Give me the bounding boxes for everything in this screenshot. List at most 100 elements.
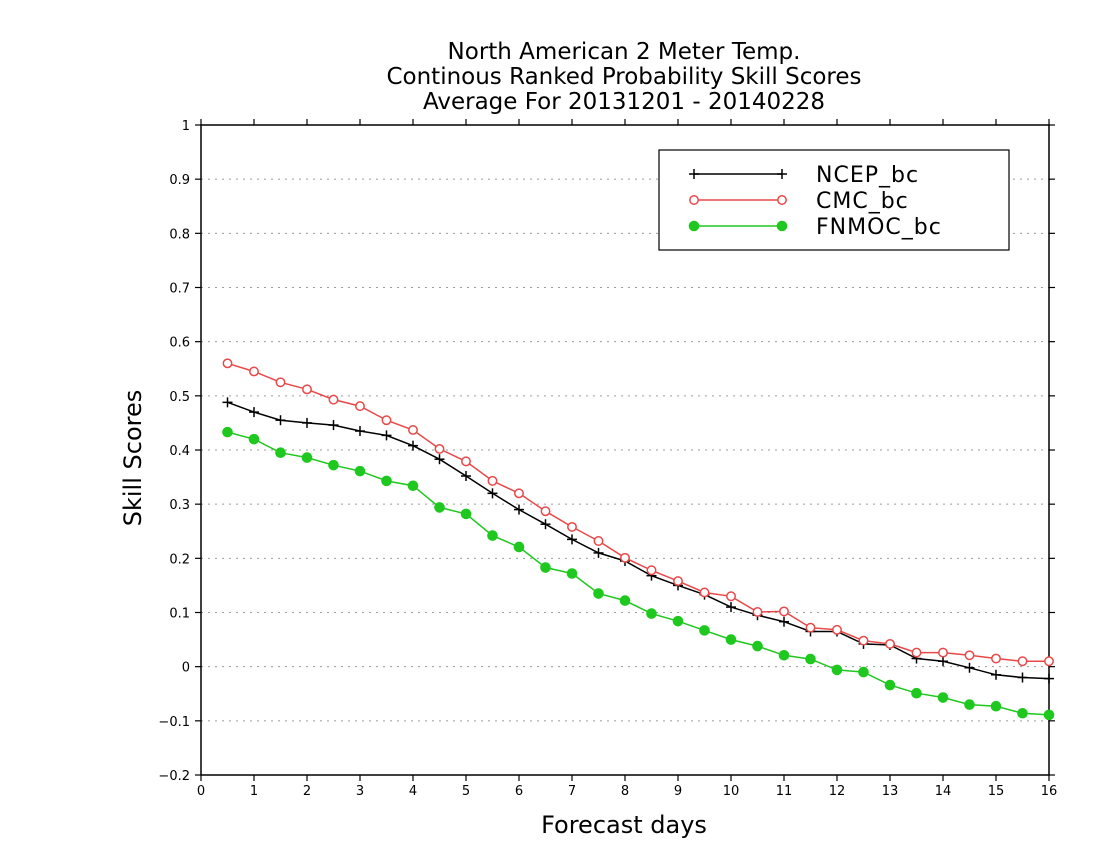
point-cmc-bc <box>726 591 736 602</box>
x-axis-label: Forecast days <box>541 811 707 839</box>
point-fnmoc-bc <box>328 459 339 471</box>
y-tick-label: 0.2 <box>169 552 190 567</box>
x-tick-label: 11 <box>776 784 793 799</box>
point-cmc-bc <box>911 647 922 658</box>
x-tick-label: 15 <box>988 784 1005 799</box>
point-fnmoc-bc <box>646 608 657 619</box>
series-fnmoc-bc <box>222 426 1055 721</box>
x-tick-label: 8 <box>621 784 629 799</box>
point-cmc-bc <box>461 456 471 467</box>
legend-marker-fnmoc-bc <box>688 220 700 232</box>
x-tick-label: 7 <box>568 784 576 799</box>
point-cmc-bc <box>991 653 1001 664</box>
series-line-fnmoc-bc <box>227 431 1050 716</box>
point-cmc-bc <box>222 358 233 369</box>
x-tick-label: 10 <box>723 784 740 799</box>
point-ncep-bc <box>222 397 233 408</box>
point-ncep-bc <box>275 415 286 426</box>
point-cmc-bc <box>620 552 630 563</box>
point-cmc-bc <box>1044 656 1054 667</box>
x-tick-label: 4 <box>409 784 417 799</box>
y-tick-label: −0.1 <box>158 715 190 730</box>
point-cmc-bc <box>832 624 842 635</box>
point-cmc-bc <box>673 576 683 587</box>
point-cmc-bc <box>275 377 286 388</box>
point-cmc-bc <box>487 475 498 486</box>
y-tick-label: 0.3 <box>169 498 190 513</box>
point-fnmoc-bc <box>566 568 578 579</box>
point-ncep-bc <box>408 440 418 451</box>
point-fnmoc-bc <box>699 625 710 636</box>
x-tick-label: 2 <box>303 784 311 799</box>
chart-title-line-3: Average For 20131201 - 20140228 <box>423 89 825 115</box>
point-fnmoc-bc <box>884 679 896 691</box>
point-cmc-bc <box>752 607 763 617</box>
y-tick-label: 0.8 <box>169 227 190 242</box>
y-tick-label: 0.6 <box>169 336 190 351</box>
point-fnmoc-bc <box>937 692 949 703</box>
point-fnmoc-bc <box>301 452 313 463</box>
point-cmc-bc <box>567 521 577 532</box>
point-fnmoc-bc <box>222 426 233 438</box>
point-cmc-bc <box>408 425 418 435</box>
chart-title-line-1: North American 2 Meter Temp. <box>448 39 801 65</box>
point-ncep-bc <box>964 662 975 673</box>
point-fnmoc-bc <box>672 615 684 627</box>
point-ncep-bc <box>567 534 577 545</box>
point-ncep-bc <box>381 430 392 441</box>
y-tick-label: 0.1 <box>169 607 190 622</box>
point-ncep-bc <box>593 547 604 558</box>
y-tick-label: 0.9 <box>169 173 190 188</box>
legend-label-fnmoc-bc: FNMOC_bc <box>816 215 942 240</box>
point-ncep-bc <box>726 602 736 613</box>
series-cmc-bc <box>222 358 1054 667</box>
legend-label-cmc-bc: CMC_bc <box>816 189 909 214</box>
x-tick-label: 1 <box>250 784 258 799</box>
point-cmc-bc <box>858 635 869 646</box>
series-line-ncep-bc <box>227 401 1050 680</box>
point-cmc-bc <box>805 622 816 633</box>
point-fnmoc-bc <box>407 480 419 492</box>
point-fnmoc-bc <box>1043 709 1055 721</box>
chart-title-line-2: Continous Ranked Probability Skill Score… <box>386 64 861 90</box>
y-tick-label: 0.4 <box>169 444 190 459</box>
point-fnmoc-bc <box>513 541 525 553</box>
legend-marker-fnmoc-bc <box>776 220 788 232</box>
point-cmc-bc <box>699 587 710 598</box>
point-fnmoc-bc <box>831 664 843 676</box>
point-ncep-bc <box>461 471 471 481</box>
y-tick-label: 0 <box>182 661 190 676</box>
legend-entry-cmc-bc: CMC_bc <box>689 189 909 214</box>
point-cmc-bc <box>514 488 524 499</box>
x-tick-label: 9 <box>674 784 682 799</box>
x-tick-label: 13 <box>882 784 899 799</box>
point-fnmoc-bc <box>778 649 790 661</box>
y-tick-label: −0.2 <box>158 769 190 784</box>
gridlines <box>201 178 1049 722</box>
y-tick-label: 0.5 <box>169 390 190 405</box>
point-cmc-bc <box>964 650 975 661</box>
legend-marker-ncep-bc <box>689 169 699 179</box>
point-fnmoc-bc <box>619 595 631 606</box>
point-cmc-bc <box>249 366 259 377</box>
x-tick-label: 16 <box>1041 784 1058 799</box>
data-series <box>222 358 1055 721</box>
legend-label-ncep-bc: NCEP_bc <box>816 163 919 188</box>
point-cmc-bc <box>1017 656 1028 667</box>
axis-ticks: −0.2−0.100.10.20.30.40.50.60.70.80.910 1 2… <box>158 119 1057 799</box>
point-fnmoc-bc <box>487 530 498 541</box>
y-axis-label: Skill Scores <box>119 390 147 527</box>
point-cmc-bc <box>381 415 392 426</box>
point-fnmoc-bc <box>354 465 366 477</box>
x-tick-label: 12 <box>829 784 846 799</box>
series-line-cmc-bc <box>227 362 1049 663</box>
point-cmc-bc <box>938 647 948 658</box>
point-ncep-bc <box>540 519 551 530</box>
y-tick-label: 0.7 <box>169 282 190 297</box>
series-ncep-bc <box>222 397 1054 684</box>
point-cmc-bc <box>885 638 895 649</box>
point-ncep-bc <box>1044 673 1054 684</box>
x-tick-label: 3 <box>356 784 364 799</box>
